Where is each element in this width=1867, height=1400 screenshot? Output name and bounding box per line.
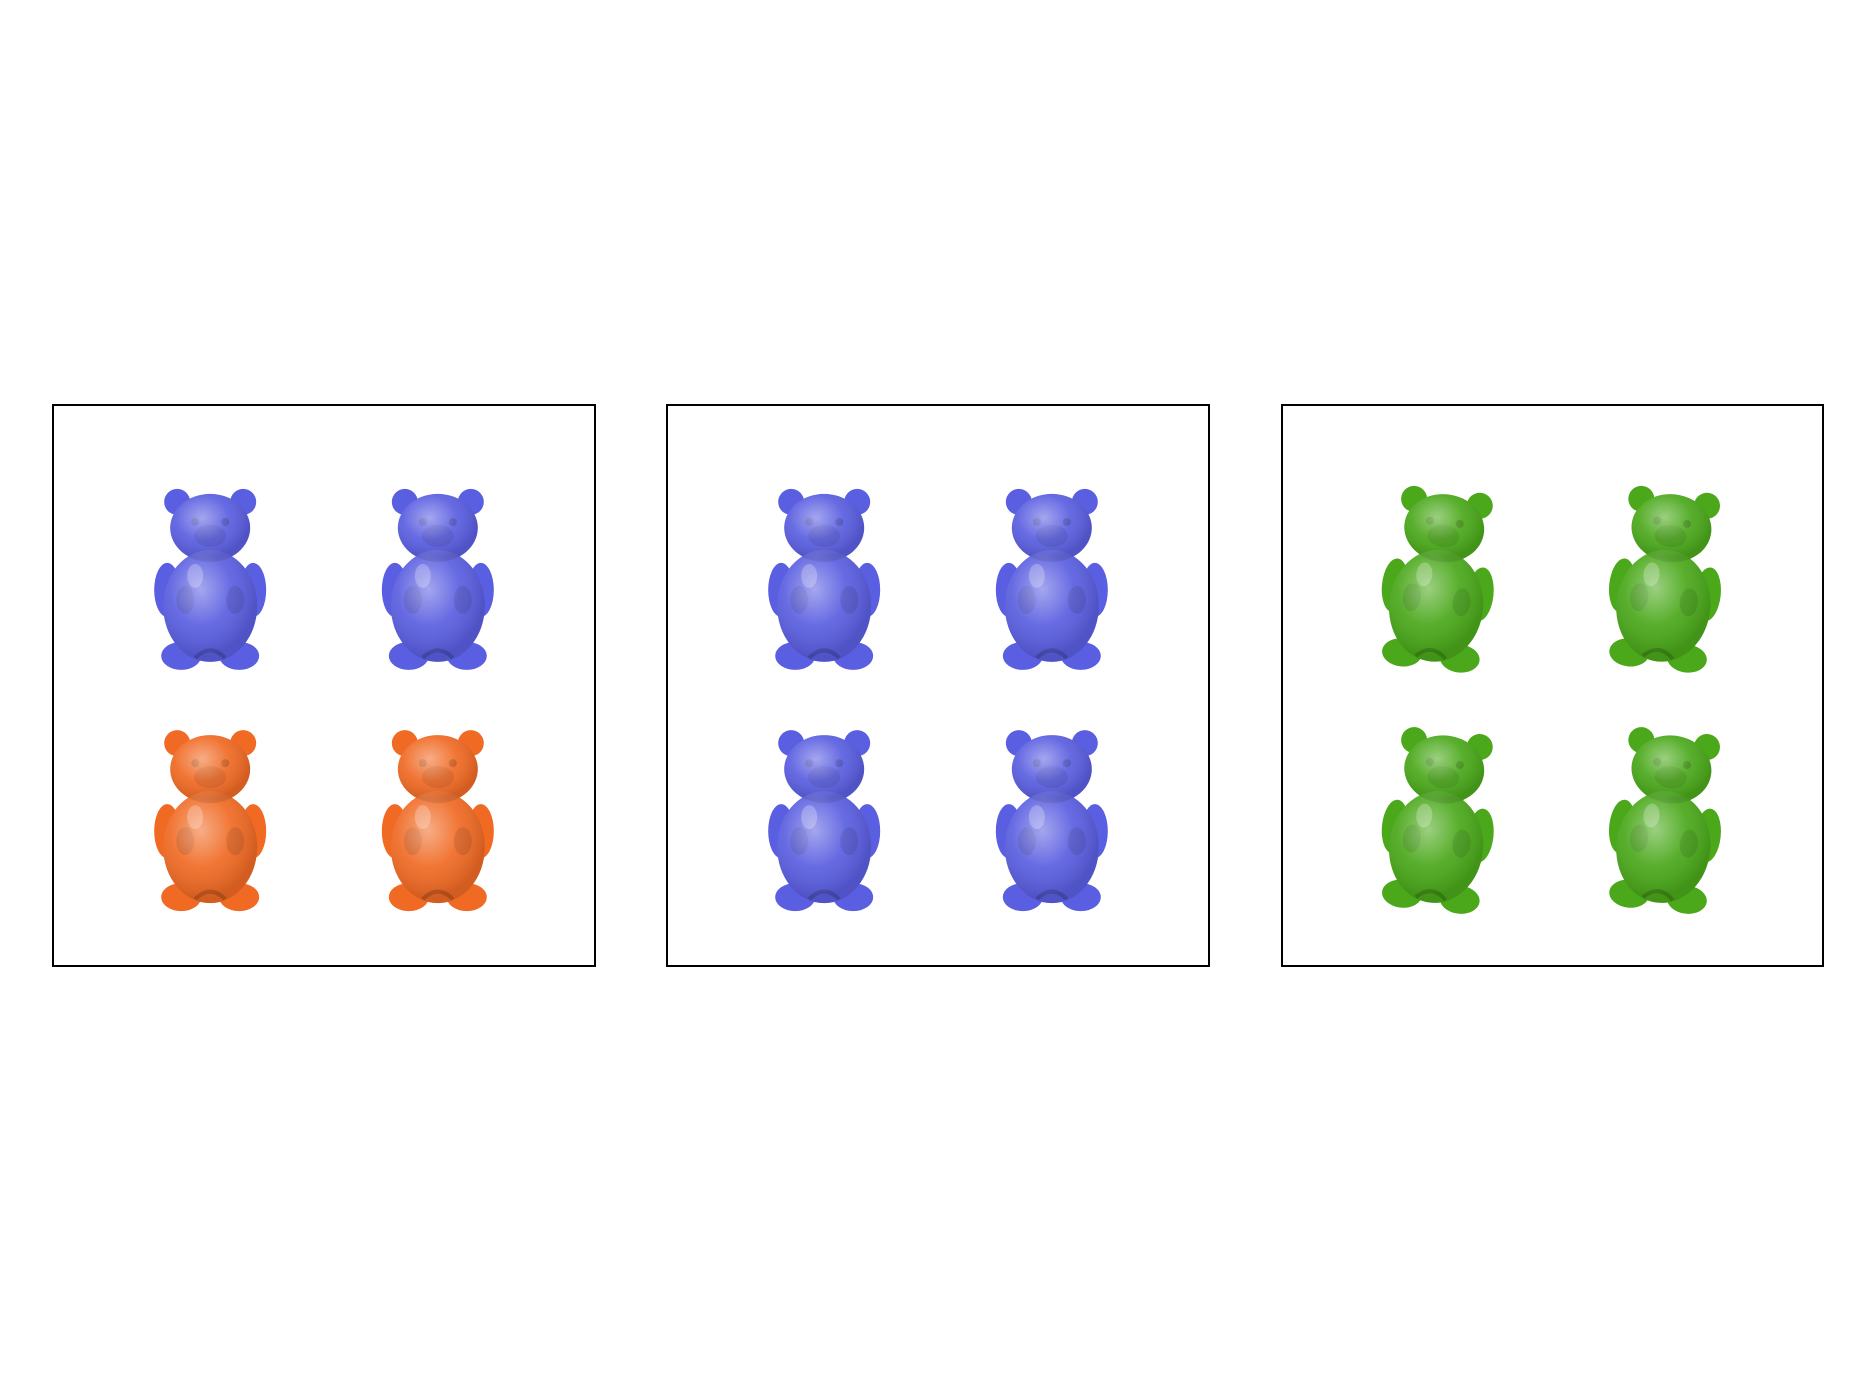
box-1-orange-bear-3 <box>154 730 267 912</box>
box-2-blue-bear-1 <box>768 488 881 670</box>
box-2-blue-bear-2 <box>995 488 1108 670</box>
box-1-blue-bear-1 <box>154 488 267 670</box>
box-3-green-bear-4 <box>1608 727 1721 914</box>
box-3-green-bear-2 <box>1608 485 1721 673</box>
box-1 <box>52 404 596 967</box>
box-1-orange-bear-4 <box>381 730 494 912</box>
box-3-green-bear-1 <box>1381 485 1494 673</box>
box-2-frame <box>666 404 1210 967</box>
box-2-blue-bear-4 <box>995 730 1108 912</box>
box-2 <box>666 404 1210 967</box>
box-3 <box>1281 404 1824 967</box>
box-1-blue-bear-2 <box>381 488 494 670</box>
box-2-blue-bear-3 <box>768 730 881 912</box>
box-1-frame <box>52 404 596 967</box>
box-3-frame <box>1281 404 1824 967</box>
box-3-green-bear-3 <box>1381 727 1494 914</box>
